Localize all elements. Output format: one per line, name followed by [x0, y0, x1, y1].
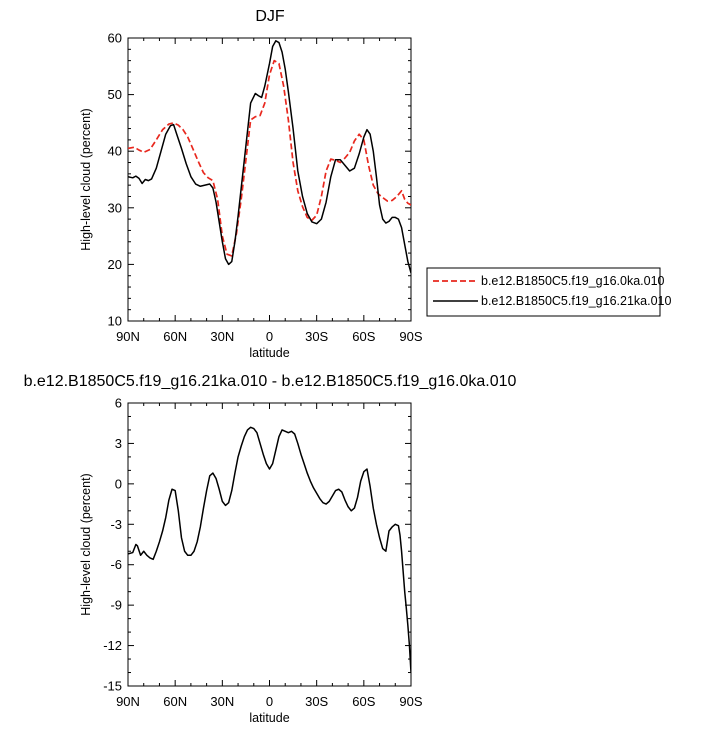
bottom-x-tick-label: 90N: [116, 694, 140, 709]
top-chart-plot-area: 90N 60N 30N 0 30S 60S 90S 10 20 30 40 50 60 latitude H…: [79, 31, 423, 361]
top-y-axis-title: High-level cloud (percent): [79, 108, 93, 250]
top-y-tick-label: 30: [108, 200, 122, 215]
top-x-tick-label: 60S: [352, 329, 375, 344]
bottom-x-tick-label: 0: [266, 694, 273, 709]
legend-frame: [426, 267, 661, 317]
top-x-tick-label: 30S: [305, 329, 328, 344]
top-x-tick-label: 90N: [116, 329, 140, 344]
top-axes-frame: [127, 37, 412, 322]
top-y-tick-label: 40: [108, 144, 122, 159]
bottom-y-tick-label: -3: [110, 517, 122, 532]
top-x-tick-label: 0: [266, 329, 273, 344]
bottom-chart-plot-area: 90N 60N 30N 0 30S 60S 90S -15 -12 -9 -6 -3 0 3 6 latitu…: [79, 396, 423, 726]
bottom-y-tick-label: 3: [115, 436, 122, 451]
top-y-tick-label: 50: [108, 87, 122, 102]
bottom-axes-frame: [127, 402, 412, 687]
bottom-series-line-1: [128, 426, 411, 673]
bottom-x-tick-label: 90S: [399, 694, 422, 709]
bottom-y-axis-title: High-level cloud (percent): [79, 473, 93, 615]
legend: b.e12.B1850C5.f19_g16.0ka.010 b.e12.B185…: [426, 267, 671, 317]
bottom-y-tick-label: -6: [110, 557, 122, 572]
top-x-tick-label: 60N: [163, 329, 187, 344]
bottom-y-tick-label: -15: [103, 679, 122, 694]
bottom-y-tick-label: 0: [115, 476, 122, 491]
legend-label-0ka: b.e12.B1850C5.f19_g16.0ka.010: [481, 274, 665, 288]
top-x-axis-title: latitude: [249, 346, 289, 360]
bottom-y-tick-label: 6: [115, 396, 122, 411]
top-x-tick-label: 30N: [210, 329, 234, 344]
bottom-chart-title: b.e12.B1850C5.f19_g16.21ka.010 - b.e12.B…: [24, 373, 517, 390]
top-y-tick-label: 60: [108, 31, 122, 46]
bottom-x-tick-label: 60N: [163, 694, 187, 709]
top-series-line-1: [128, 59, 411, 257]
top-x-tick-label: 90S: [399, 329, 422, 344]
top-y-tick-label: 10: [108, 314, 122, 329]
bottom-x-tick-label: 60S: [352, 694, 375, 709]
bottom-y-tick-label: -9: [110, 598, 122, 613]
bottom-x-tick-label: 30N: [210, 694, 234, 709]
top-chart-title: DJF: [255, 8, 285, 25]
bottom-x-axis-title: latitude: [249, 711, 289, 725]
top-series-line-2: [128, 40, 411, 274]
top-y-tick-label: 20: [108, 257, 122, 272]
bottom-y-tick-label: -12: [103, 638, 122, 653]
legend-label-21ka: b.e12.B1850C5.f19_g16.21ka.010: [481, 294, 671, 308]
bottom-x-tick-label: 30S: [305, 694, 328, 709]
